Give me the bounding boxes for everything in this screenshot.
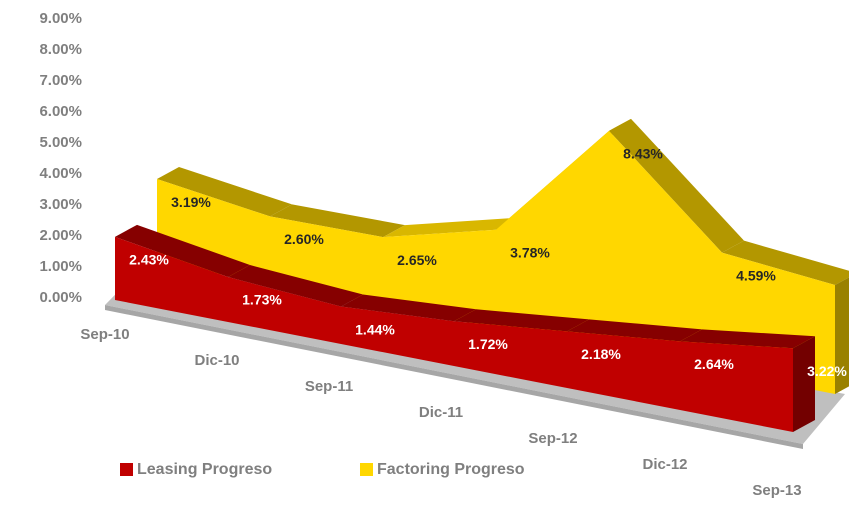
top-face xyxy=(270,204,405,238)
area xyxy=(115,236,793,432)
top-face xyxy=(680,329,815,349)
data-label: 3.22% xyxy=(807,363,847,379)
data-label: 1.72% xyxy=(468,336,508,352)
top-face xyxy=(157,167,292,217)
data-label: 3.19% xyxy=(171,194,211,210)
x-tick-label: Sep-10 xyxy=(80,326,129,343)
data-label: 4.59% xyxy=(736,267,776,283)
legend-label: Factoring Progreso xyxy=(377,461,525,478)
data-label: 2.43% xyxy=(129,252,169,268)
data-label: 2.18% xyxy=(581,346,621,362)
top-face xyxy=(609,118,744,253)
y-tick-label: 0.00% xyxy=(39,289,82,306)
data-label: 2.65% xyxy=(397,252,437,268)
y-tick-label: 9.00% xyxy=(39,10,82,27)
legend-swatch xyxy=(360,463,373,476)
x-tick-label: Dic-10 xyxy=(194,352,239,369)
side-face xyxy=(793,336,815,432)
top-face xyxy=(228,265,363,307)
x-tick-label: Sep-13 xyxy=(752,482,801,499)
top-face xyxy=(383,217,518,238)
floor-edge xyxy=(105,305,803,449)
y-tick-label: 1.00% xyxy=(39,258,82,275)
data-label: 1.44% xyxy=(355,321,395,337)
top-face xyxy=(722,240,849,286)
y-tick-label: 6.00% xyxy=(39,103,82,120)
top-face xyxy=(567,319,702,342)
side-face xyxy=(835,277,849,394)
y-tick-label: 7.00% xyxy=(39,72,82,89)
y-tick-label: 4.00% xyxy=(39,165,82,182)
data-label: 3.78% xyxy=(510,244,550,260)
data-label: 2.64% xyxy=(694,356,734,372)
data-label: 1.73% xyxy=(242,292,282,308)
top-face xyxy=(115,224,250,278)
legend-swatch xyxy=(120,463,133,476)
data-label: 2.60% xyxy=(284,231,324,247)
x-tick-label: Sep-11 xyxy=(305,378,353,395)
y-tick-label: 2.00% xyxy=(39,227,82,244)
legend-label: Leasing Progreso xyxy=(137,461,272,478)
top-face xyxy=(341,294,476,322)
data-label: 8.43% xyxy=(623,146,663,162)
x-tick-label: Dic-12 xyxy=(642,456,687,473)
y-tick-label: 3.00% xyxy=(39,196,82,213)
x-tick-label: Dic-11 xyxy=(419,404,463,421)
top-face xyxy=(454,309,589,332)
y-tick-label: 8.00% xyxy=(39,41,82,58)
x-tick-label: Sep-12 xyxy=(528,430,577,447)
y-tick-label: 5.00% xyxy=(39,134,82,151)
